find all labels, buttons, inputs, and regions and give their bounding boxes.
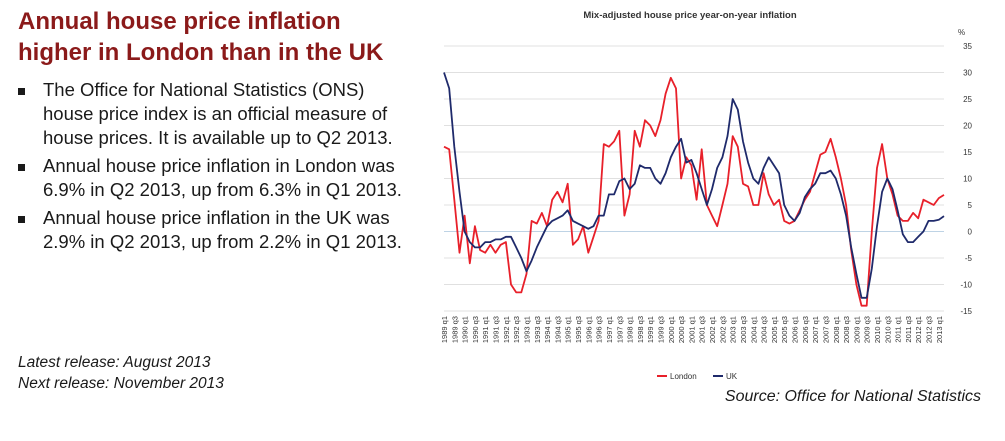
x-tick-label: 2002 q1 <box>708 316 717 343</box>
x-tick-label: 1995 q3 <box>574 316 583 343</box>
x-tick-label: 1996 q1 <box>584 316 593 343</box>
page-title: Annual house price inflation higher in L… <box>18 8 384 66</box>
x-tick-label: 1994 q3 <box>553 316 562 343</box>
inflation-line-chart: Mix-adjusted house price year-on-year in… <box>440 10 973 381</box>
y-tick-label: -5 <box>965 254 973 263</box>
y-tick-label: 10 <box>963 175 972 184</box>
x-tick-label: 1998 q1 <box>626 316 635 343</box>
legend-london-label: London <box>670 372 697 381</box>
bullet-text: The Office for National Statistics (ONS)… <box>43 79 393 148</box>
bullet-square-icon <box>18 164 25 171</box>
x-tick-label: 1992 q1 <box>502 316 511 343</box>
x-tick-label: 2003 q3 <box>739 316 748 343</box>
x-tick-label: 1990 q3 <box>471 316 480 343</box>
x-tick-label: 2009 q1 <box>852 316 861 343</box>
x-tick-label: 1995 q1 <box>564 316 573 343</box>
x-tick-label: 1997 q3 <box>615 316 624 343</box>
x-tick-label: 2011 q1 <box>894 316 903 343</box>
bullet-item: Annual house price inflation in London w… <box>18 154 418 202</box>
x-tick-label: 2004 q3 <box>760 316 769 343</box>
x-tick-label: 1993 q1 <box>522 316 531 343</box>
bullet-square-icon <box>18 216 25 223</box>
x-tick-label: 2002 q3 <box>718 316 727 343</box>
latest-release: Latest release: August 2013 <box>18 354 211 371</box>
legend-uk-label: UK <box>726 372 738 381</box>
y-axis-unit: % <box>958 28 965 37</box>
x-tick-label: 1996 q3 <box>595 316 604 343</box>
series-lines <box>443 72 945 307</box>
series-line-london <box>443 76 945 307</box>
x-tick-label: 1999 q3 <box>656 316 665 343</box>
x-tick-label: 2005 q3 <box>780 316 789 343</box>
x-tick-label: 1993 q3 <box>533 316 542 343</box>
y-tick-label: 25 <box>963 95 972 104</box>
x-tick-label: 2005 q1 <box>770 316 779 343</box>
y-tick-label: 15 <box>963 148 972 157</box>
x-tick-label: 2007 q1 <box>811 316 820 343</box>
y-tick-label: 35 <box>963 42 972 51</box>
x-tick-label: 1991 q3 <box>492 316 501 343</box>
x-tick-label: 1998 q3 <box>636 316 645 343</box>
bullet-list: The Office for National Statistics (ONS)… <box>18 78 418 258</box>
x-tick-label: 2009 q3 <box>863 316 872 343</box>
x-tick-label: 2001 q3 <box>698 316 707 343</box>
x-tick-label: 1992 q3 <box>512 316 521 343</box>
x-tick-label: 1999 q1 <box>646 316 655 343</box>
x-tick-label: 2000 q3 <box>677 316 686 343</box>
chart-title: Mix-adjusted house price year-on-year in… <box>583 10 796 21</box>
x-tick-label: 2010 q3 <box>883 316 892 343</box>
x-axis: 1989 q1 1989 q3 1990 q1 1990 q3 1991 q1 1991 … <box>440 316 944 343</box>
y-tick-label: -10 <box>960 281 972 290</box>
bullet-square-icon <box>18 88 25 95</box>
x-tick-label: 2012 q1 <box>914 316 923 343</box>
x-tick-label: 1990 q1 <box>461 316 470 343</box>
x-tick-label: 1989 q1 <box>440 316 449 343</box>
legend: London UK <box>657 372 738 381</box>
y-tick-label: 20 <box>963 122 972 131</box>
next-release: Next release: November 2013 <box>18 375 224 392</box>
x-tick-label: 2006 q3 <box>801 316 810 343</box>
bullet-item: Annual house price inflation in the UK w… <box>18 206 418 254</box>
series-line-uk <box>443 72 945 299</box>
y-tick-label: 0 <box>968 228 973 237</box>
x-tick-label: 2006 q1 <box>791 316 800 343</box>
y-tick-label: 30 <box>963 69 972 78</box>
y-tick-label: 5 <box>968 201 973 210</box>
x-tick-label: 2003 q1 <box>729 316 738 343</box>
x-tick-label: 2000 q1 <box>667 316 676 343</box>
x-tick-label: 1994 q1 <box>543 316 552 343</box>
y-axis: -15 -10 -5 0 5 10 15 20 25 30 35 <box>960 42 972 316</box>
x-tick-label: 2007 q3 <box>821 316 830 343</box>
y-tick-label: -15 <box>960 307 972 316</box>
x-tick-label: 2013 q1 <box>935 316 944 343</box>
bullet-text: Annual house price inflation in London w… <box>43 155 402 200</box>
x-tick-label: 2008 q3 <box>842 316 851 343</box>
x-tick-label: 2011 q3 <box>904 316 913 343</box>
bullet-text: Annual house price inflation in the UK w… <box>43 207 402 252</box>
x-tick-label: 1989 q3 <box>450 316 459 343</box>
x-tick-label: 2008 q1 <box>832 316 841 343</box>
x-tick-label: 2012 q3 <box>925 316 934 343</box>
bullet-item: The Office for National Statistics (ONS)… <box>18 78 418 150</box>
x-tick-label: 2010 q1 <box>873 316 882 343</box>
release-info: Latest release: August 2013 Next release… <box>18 352 224 394</box>
x-tick-label: 1991 q1 <box>481 316 490 343</box>
x-tick-label: 1997 q1 <box>605 316 614 343</box>
grid <box>444 45 944 312</box>
source-note: Source: Office for National Statistics <box>724 388 981 405</box>
x-tick-label: 2004 q1 <box>749 316 758 343</box>
x-tick-label: 2001 q1 <box>687 316 696 343</box>
